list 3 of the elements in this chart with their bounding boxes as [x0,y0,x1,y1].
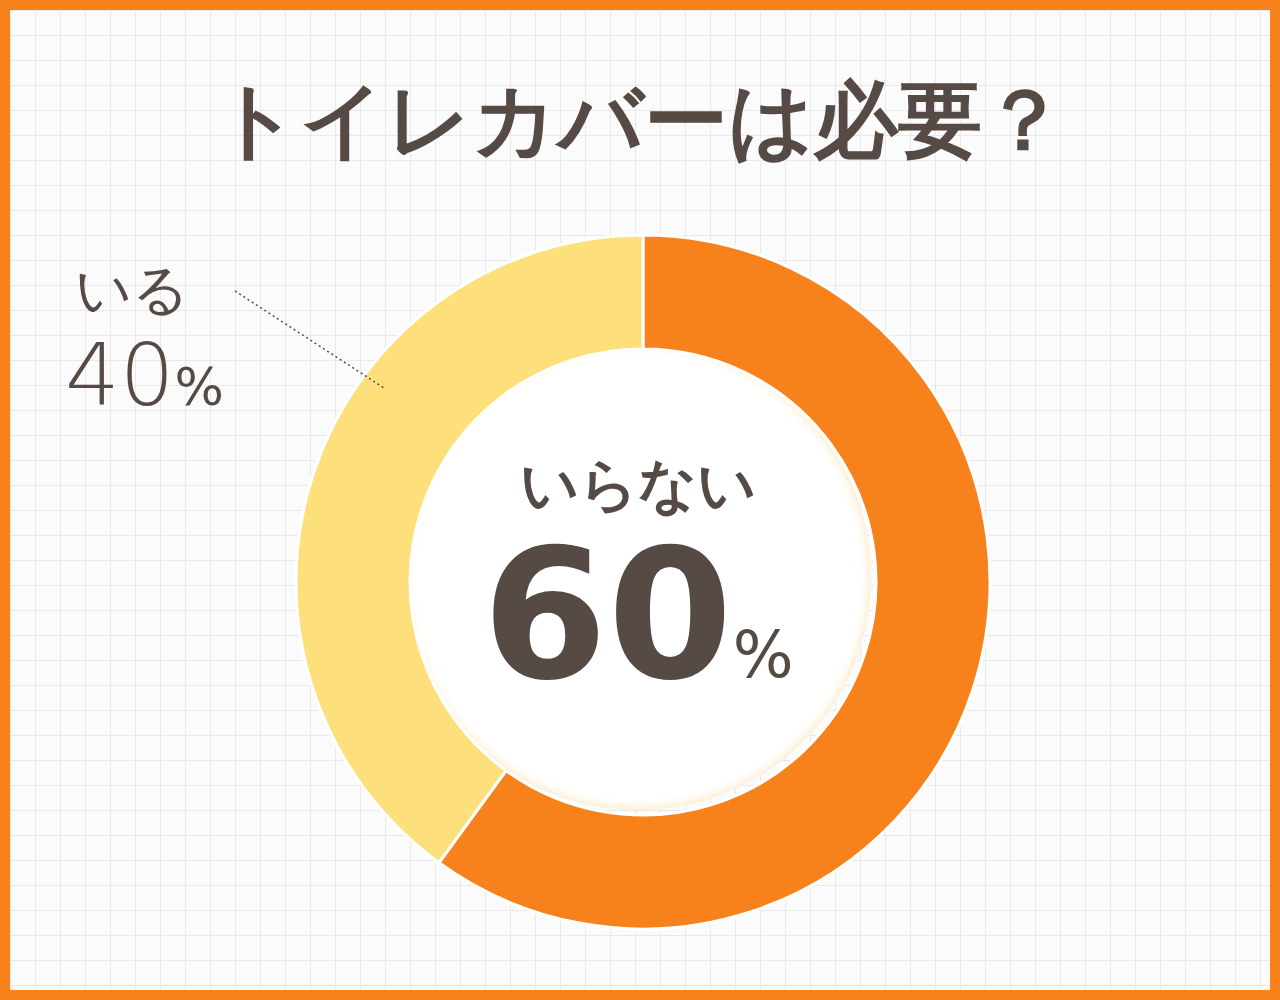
slice-label: いる [74,256,190,324]
chart-title: トイレカバーは必要？ [213,70,1067,170]
data-label: 40% [65,325,224,425]
